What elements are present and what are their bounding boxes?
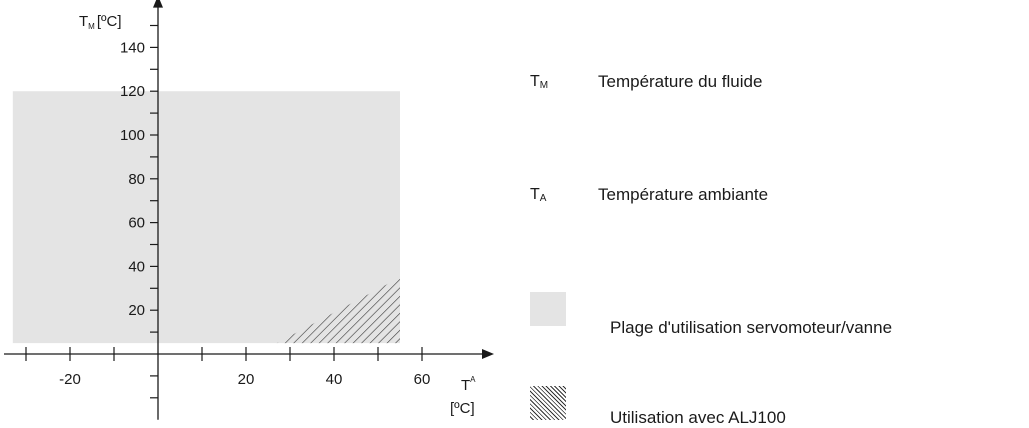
y-tick-label: 60 <box>128 215 145 232</box>
legend-item-alj100: Utilisation avec ALJ100 <box>530 378 786 428</box>
legend-label-tm: Température du fluide <box>598 72 763 91</box>
y-axis-title: TM [ºC] <box>79 13 122 31</box>
y-tick-label: 120 <box>120 83 145 100</box>
y-tick-label: 100 <box>120 127 145 144</box>
y-tick-label: 20 <box>128 302 145 319</box>
temperature-chart: -20 20 40 60 20 40 60 80 100 120 140 TM [ºC] TA [ºC… <box>4 0 494 420</box>
x-axis-arrow <box>482 349 494 359</box>
legend: TM Température du fluide TA Température … <box>530 0 1029 428</box>
alj100-hatched-region <box>276 277 400 344</box>
x-tick-label: 20 <box>238 371 255 388</box>
legend-swatch-hatch <box>530 386 566 420</box>
x-axis-title: TA <box>461 375 476 394</box>
legend-item-usage-range: Plage d'utilisation servomoteur/vanne <box>530 280 892 338</box>
x-tick-label: 40 <box>326 371 343 388</box>
legend-symbol-ta: TA <box>530 186 547 204</box>
legend-item-tm: TM Température du fluide <box>530 72 762 92</box>
x-tick-label: -20 <box>59 371 81 388</box>
legend-item-ta: TA Température ambiante <box>530 185 768 205</box>
legend-swatch-gray <box>530 292 566 326</box>
x-tick-label: 60 <box>414 371 431 388</box>
y-tick-label: 140 <box>120 39 145 56</box>
y-axis-arrow <box>153 0 163 8</box>
legend-symbol-tm: TM <box>530 73 549 91</box>
usage-range-region <box>12 91 401 344</box>
legend-label-alj100: Utilisation avec ALJ100 <box>610 408 786 427</box>
y-tick-label: 40 <box>128 258 145 275</box>
y-tick-label: 80 <box>128 171 145 188</box>
legend-label-ta: Température ambiante <box>598 185 769 204</box>
x-axis-unit: [ºC] <box>450 400 475 417</box>
legend-label-usage-range: Plage d'utilisation servomoteur/vanne <box>610 318 893 337</box>
